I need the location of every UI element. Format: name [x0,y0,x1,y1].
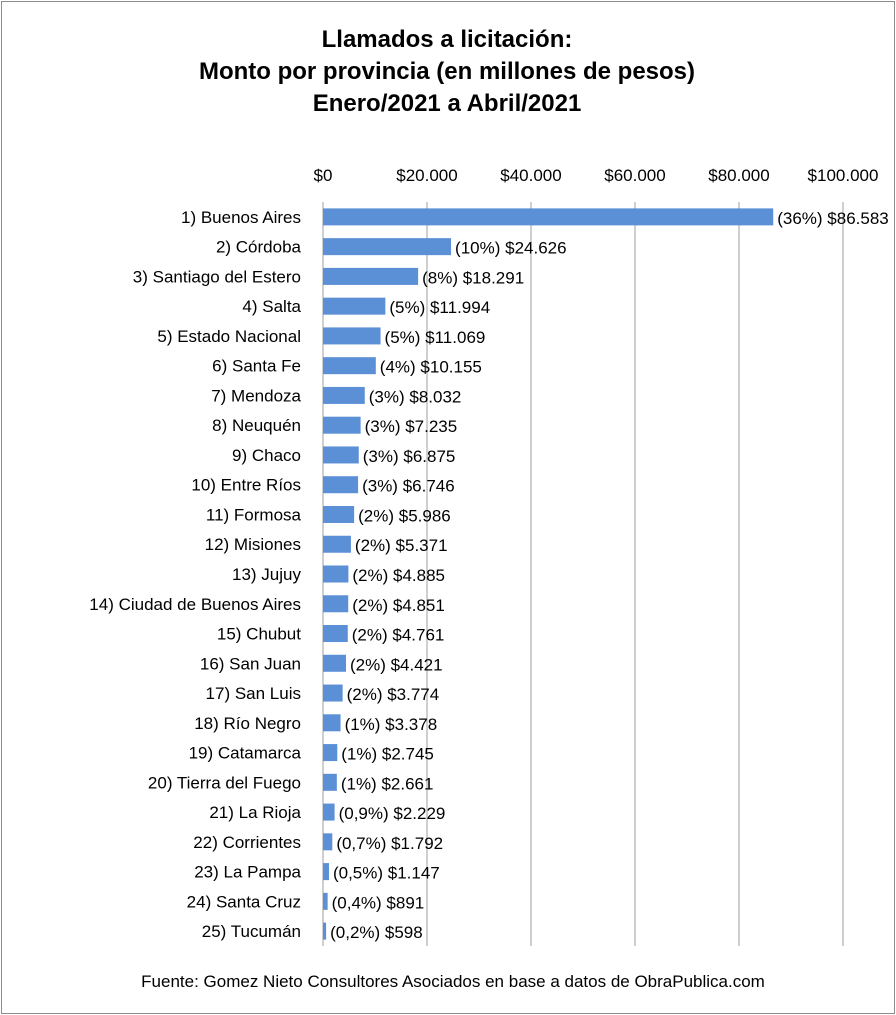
bar-25 [323,922,327,940]
category-label-25: 25) Tucumán [202,922,301,941]
bar-2 [323,238,452,256]
bar-16 [323,654,346,672]
bar-24 [323,892,328,910]
category-label-15: 15) Chubut [217,625,301,644]
category-label-7: 7) Mendoza [211,386,301,405]
bar-22 [323,833,333,851]
data-label-1: (36%) $86.583 [777,209,889,228]
category-label-20: 20) Tierra del Fuego [148,773,301,792]
data-label-6: (4%) $10.155 [380,358,482,377]
category-labels: 1) Buenos Aires 2) Córdoba 3) Santiago del… [89,208,301,941]
category-label-4: 4) Salta [242,297,301,316]
chart-title: Llamados a licitación: Monto por provinc… [0,24,894,120]
bar-10 [323,476,359,494]
bar-15 [323,625,348,643]
bar-3 [323,267,419,285]
category-label-13: 13) Jujuy [232,565,301,584]
data-label-8: (3%) $7.235 [365,417,458,436]
data-label-4: (5%) $11.994 [389,298,490,317]
bar-6 [323,357,376,375]
bar-13 [323,565,349,583]
bar-23 [323,863,329,881]
category-label-17: 17) San Luis [206,684,301,703]
category-label-19: 19) Catamarca [189,744,302,763]
data-label-5: (5%) $11.069 [385,328,486,347]
data-label-16: (2%) $4.421 [350,655,443,674]
data-label-11: (2%) $5.986 [358,506,451,525]
category-label-11: 11) Formosa [206,505,302,524]
category-label-5: 5) Estado Nacional [157,327,301,346]
gridlines [426,202,844,946]
x-tick-label-5: $100.000 [808,166,879,185]
data-label-7: (3%) $8.032 [369,387,462,406]
category-label-23: 23) La Pampa [194,863,301,882]
bar-17 [323,684,343,702]
bar-5 [323,327,381,345]
bar-20 [323,773,337,791]
data-label-12: (2%) $5.371 [355,536,448,555]
bar-9 [323,446,359,464]
bar-1 [323,208,774,226]
x-tick-label-2: $40.000 [500,166,561,185]
bar-8 [323,416,361,434]
category-label-24: 24) Santa Cruz [187,892,301,911]
category-label-1: 1) Buenos Aires [181,208,301,227]
bar-7 [323,386,365,404]
data-label-9: (3%) $6.875 [363,447,456,466]
bar-4 [323,297,386,315]
category-label-12: 12) Misiones [205,535,301,554]
data-label-20: (1%) $2.661 [341,774,434,793]
category-label-18: 18) Río Negro [194,714,301,733]
data-label-15: (2%) $4.761 [352,626,445,645]
category-label-2: 2) Córdoba [216,238,302,257]
data-label-21: (0,9%) $2.229 [339,804,446,823]
data-label-2: (10%) $24.626 [455,239,567,258]
bars [323,208,774,940]
x-tick-label-1: $20.000 [396,166,457,185]
data-label-22: (0,7%) $1.792 [336,834,443,853]
bar-12 [323,535,351,553]
data-label-18: (1%) $3.378 [345,715,438,734]
category-label-14: 14) Ciudad de Buenos Aires [89,595,301,614]
bar-21 [323,803,335,821]
data-label-3: (8%) $18.291 [422,268,524,287]
data-labels: (36%) $86.583 (10%) $24.626 (8%) $18.291 (5… [330,209,889,942]
category-label-6: 6) Santa Fe [212,357,301,376]
bar-19 [323,744,338,762]
data-label-14: (2%) $4.851 [352,596,445,615]
chart-title-line-2: Monto por provincia (en millones de peso… [198,58,696,85]
data-label-10: (3%) $6.746 [362,477,455,496]
x-axis-ticks: $0 $20.000 $40.000 $60.000 $80.000 $100.000 [314,166,879,185]
data-label-13: (2%) $4.885 [352,566,445,585]
category-label-8: 8) Neuquén [212,416,301,435]
data-label-17: (2%) $3.774 [347,685,440,704]
category-label-3: 3) Santiago del Estero [133,267,301,286]
bar-14 [323,595,349,613]
category-label-16: 16) San Juan [200,654,301,673]
data-label-19: (1%) $2.745 [341,745,434,764]
category-label-21: 21) La Rioja [209,803,301,822]
x-tick-label-0: $0 [314,166,333,185]
bar-11 [323,505,355,523]
category-label-10: 10) Entre Ríos [191,476,301,495]
x-tick-label-4: $80.000 [708,166,769,185]
bar-18 [323,714,341,732]
category-label-9: 9) Chaco [232,446,301,465]
data-label-23: (0,5%) $1.147 [333,864,440,883]
source-note: Fuente: Gomez Nieto Consultores Asociado… [141,972,765,991]
chart-title-line-3: Enero/2021 a Abril/2021 [312,90,582,117]
category-label-22: 22) Corrientes [193,833,301,852]
chart-title-line-1: Llamados a licitación: [321,26,573,53]
data-label-25: (0,2%) $598 [330,923,423,942]
x-tick-label-3: $60.000 [604,166,665,185]
data-label-24: (0,4%) $891 [332,893,425,912]
